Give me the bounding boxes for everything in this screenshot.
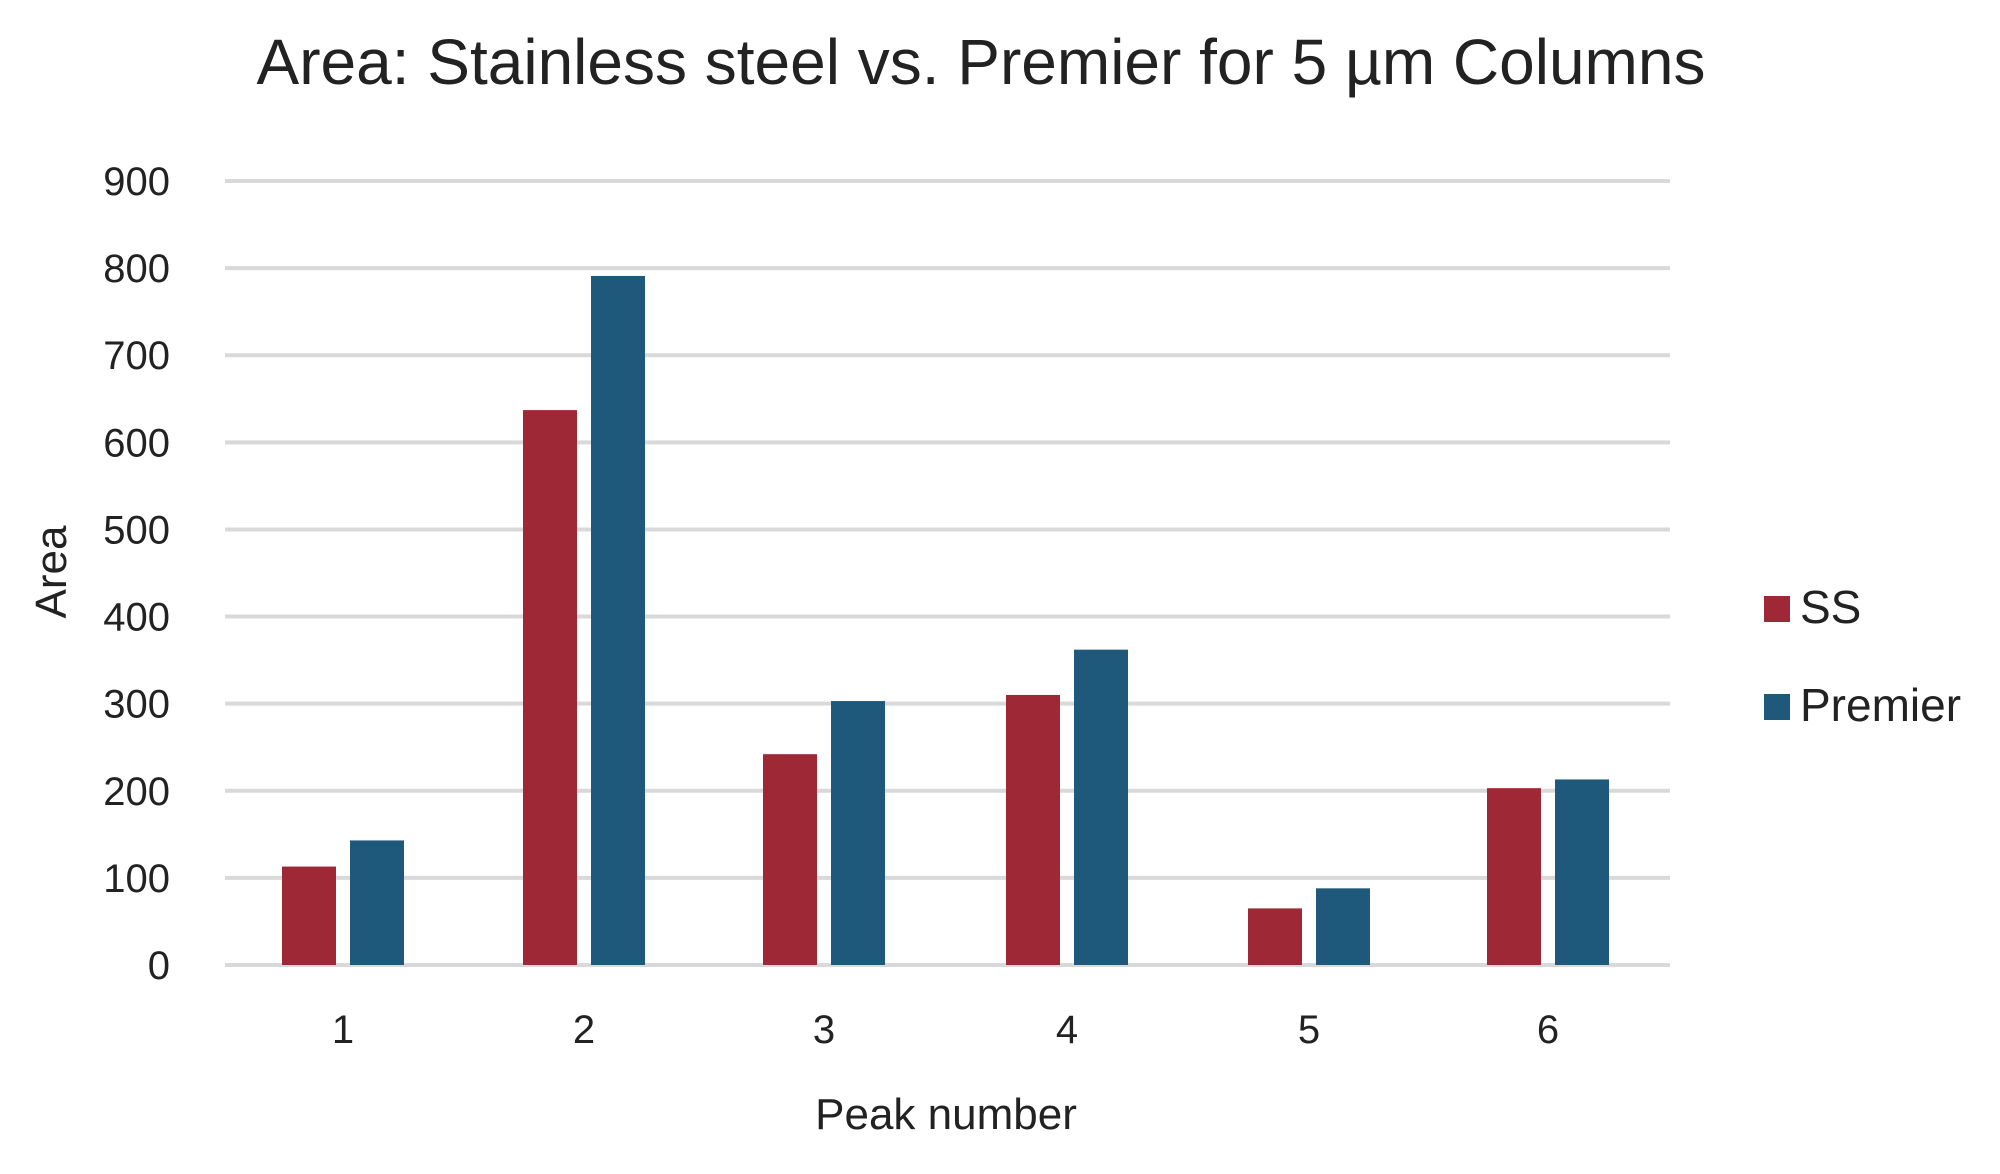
y-tick-label: 300 (103, 683, 170, 727)
legend-label-premier: Premier (1800, 679, 1961, 731)
legend-swatch-ss (1764, 596, 1790, 622)
y-tick-label: 500 (103, 508, 170, 552)
x-tick-label: 5 (1298, 1008, 1320, 1052)
bar-ss-peak-2 (523, 410, 577, 965)
x-axis-ticks: 1 2 3 4 5 6 (332, 1008, 1559, 1052)
y-tick-label: 400 (103, 596, 170, 640)
x-tick-label: 6 (1537, 1008, 1559, 1052)
gridlines (225, 179, 1670, 967)
bar-premier-peak-2 (591, 275, 645, 965)
bar-ss-peak-1 (282, 866, 336, 965)
y-tick-label: 600 (103, 421, 170, 465)
y-tick-label: 800 (103, 247, 170, 291)
legend-swatch-premier (1764, 694, 1790, 720)
legend-label-ss: SS (1800, 581, 1861, 633)
x-tick-label: 2 (573, 1008, 595, 1052)
bar-ss-peak-3 (763, 754, 817, 965)
x-tick-label: 1 (332, 1008, 354, 1052)
x-tick-label: 3 (813, 1008, 835, 1052)
y-tick-label: 100 (103, 857, 170, 901)
y-tick-label: 900 (103, 160, 170, 204)
chart-title: Area: Stainless steel vs. Premier for 5 … (257, 26, 1706, 98)
bar-ss-peak-6 (1487, 788, 1541, 965)
bar-ss-peak-5 (1248, 908, 1302, 965)
x-axis-label: Peak number (815, 1090, 1077, 1139)
x-tick-label: 4 (1056, 1008, 1078, 1052)
bar-premier-peak-6 (1555, 779, 1609, 965)
bar-premier-peak-4 (1074, 649, 1128, 965)
bar-premier-peak-1 (350, 840, 404, 965)
bar-ss-peak-4 (1006, 694, 1060, 965)
bars (282, 275, 1609, 965)
y-axis-label: Area (27, 525, 76, 618)
y-tick-label: 700 (103, 334, 170, 378)
bar-premier-peak-5 (1316, 888, 1370, 965)
y-tick-label: 200 (103, 770, 170, 814)
y-tick-label: 0 (148, 944, 170, 988)
y-axis-ticks: 0 100 200 300 400 500 600 700 800 900 (103, 160, 170, 988)
legend: SS Premier (1764, 581, 1961, 731)
bar-premier-peak-3 (831, 701, 885, 965)
